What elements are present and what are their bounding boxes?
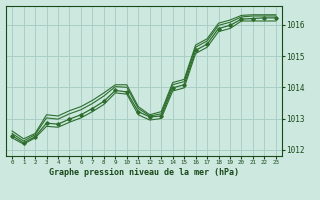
- X-axis label: Graphe pression niveau de la mer (hPa): Graphe pression niveau de la mer (hPa): [49, 168, 239, 177]
